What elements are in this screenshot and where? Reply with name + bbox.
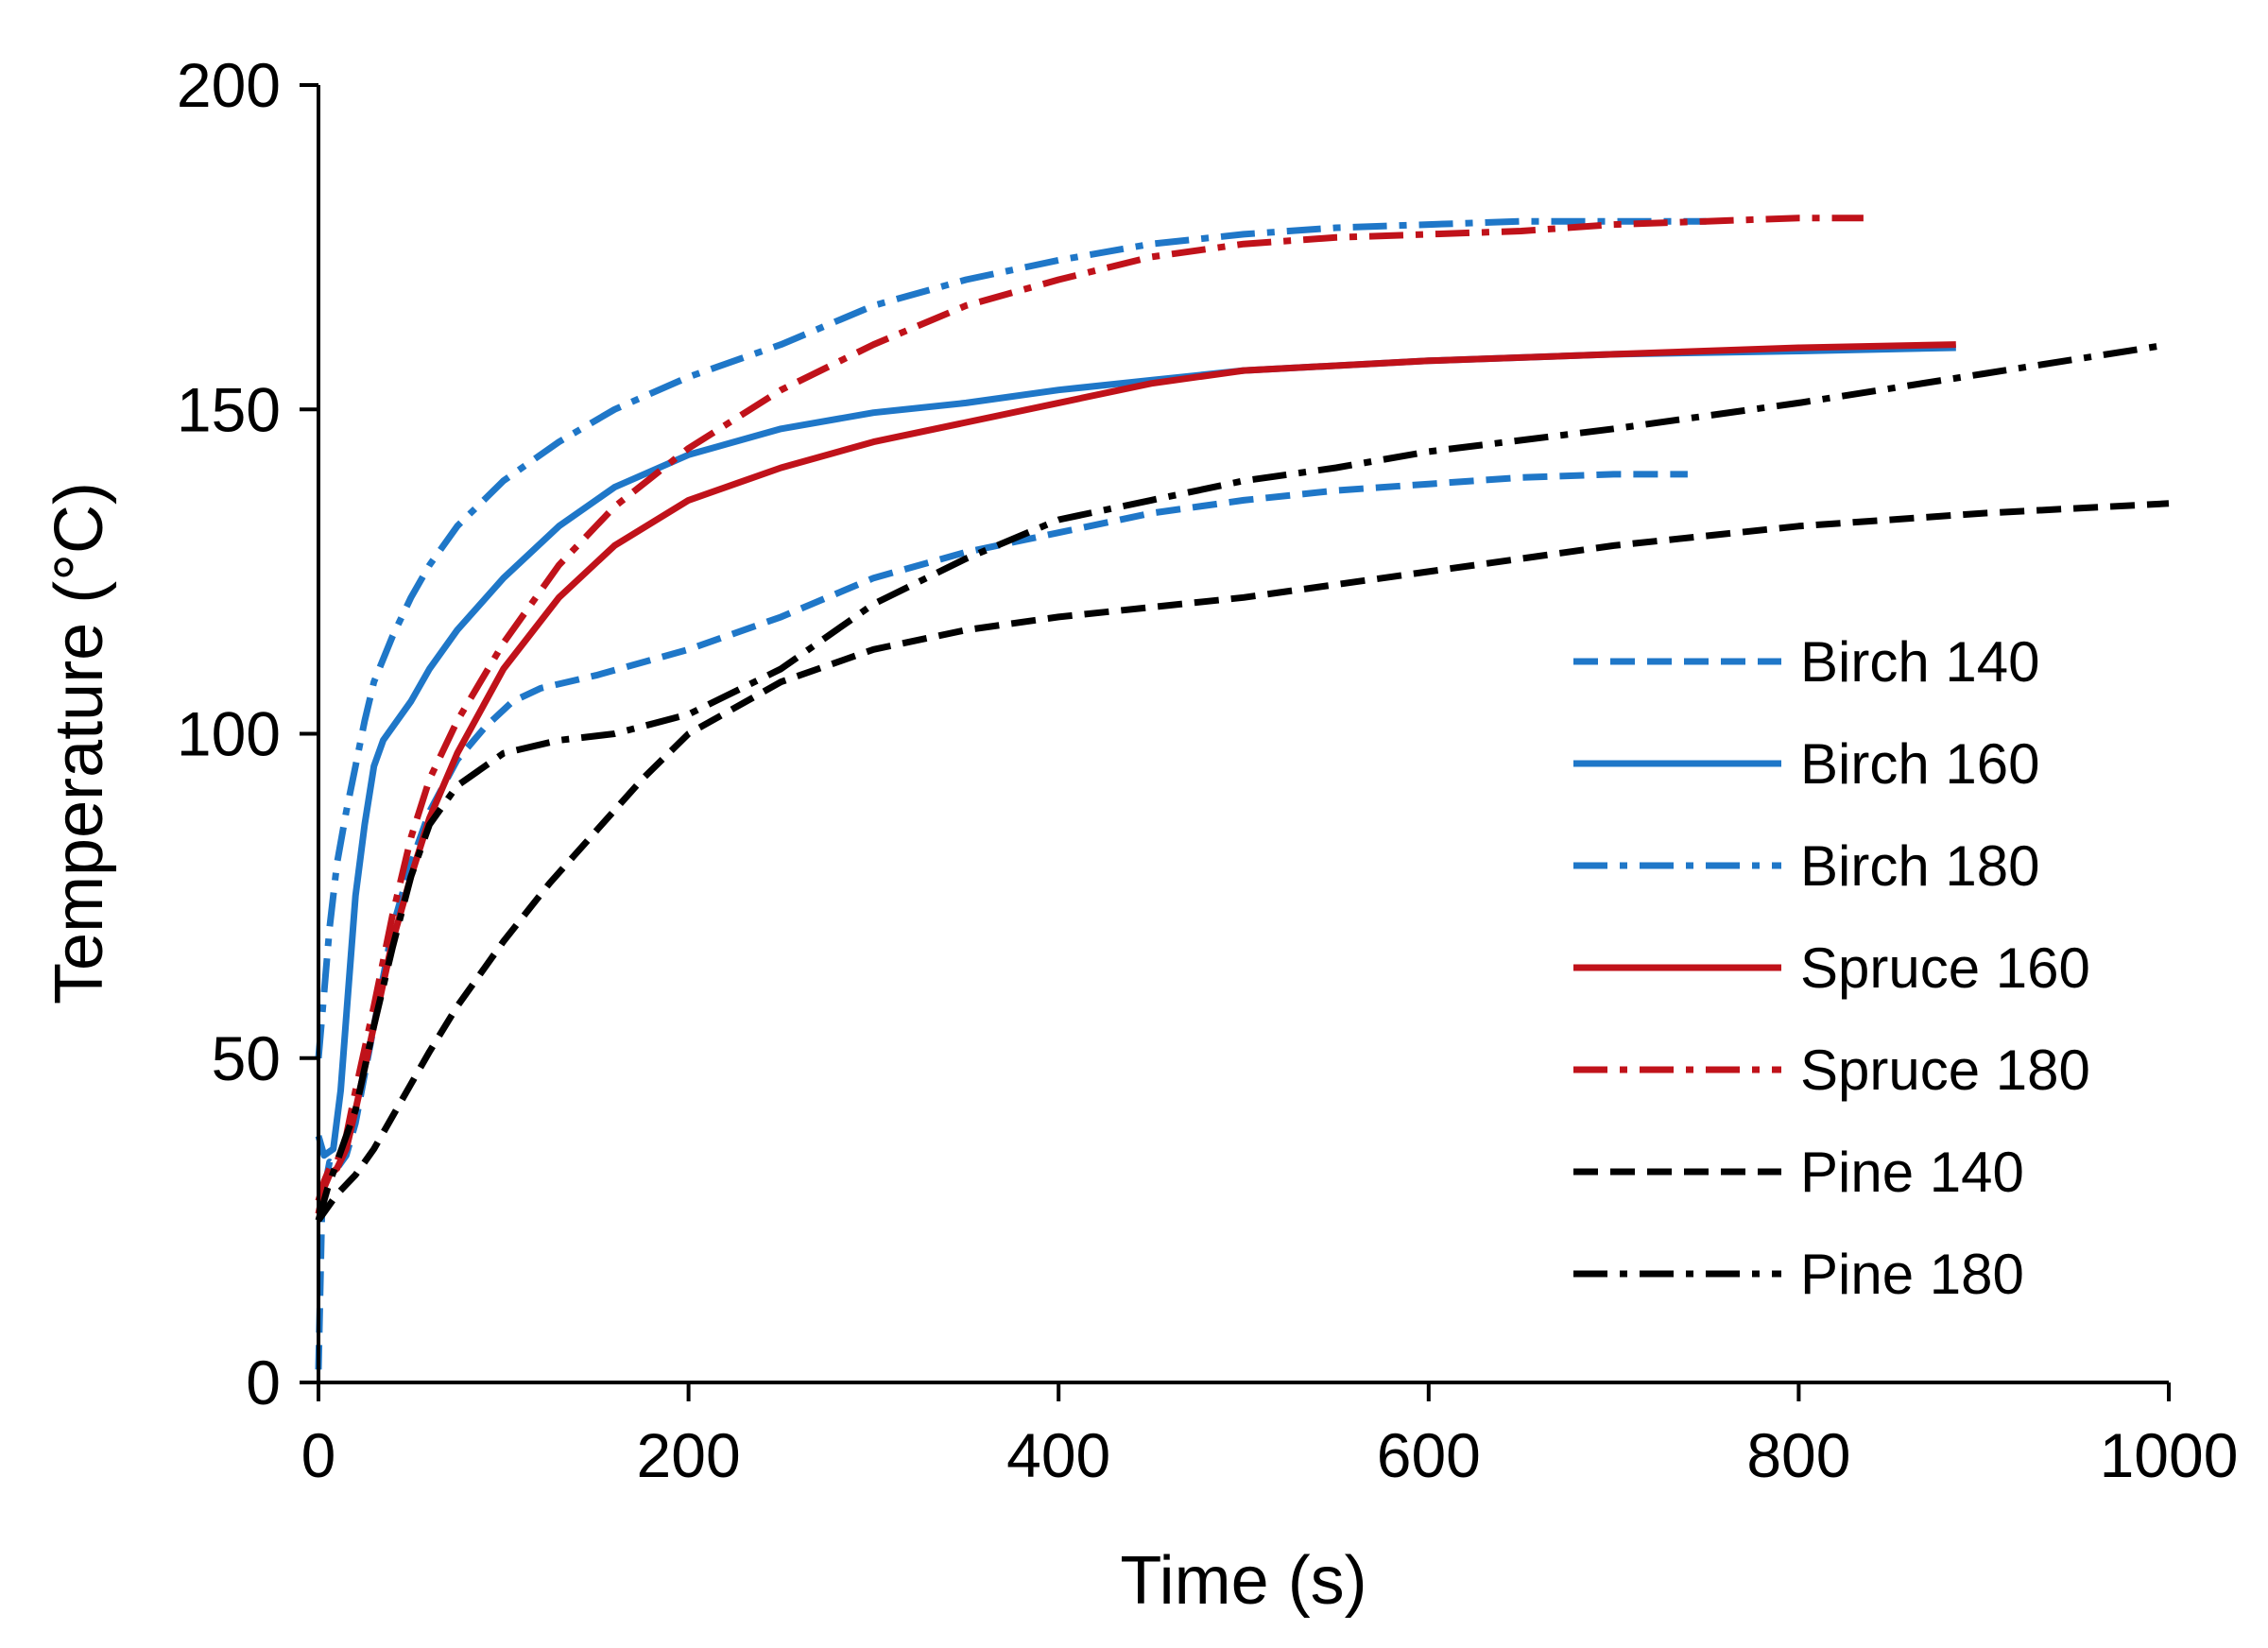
y-tick-label: 50: [212, 1023, 281, 1093]
y-tick-label: 150: [177, 374, 281, 444]
series-layer: [315, 215, 2170, 1370]
x-tick-label: 600: [1377, 1420, 1481, 1490]
x-tick-label: 0: [301, 1420, 336, 1490]
y-tick-label: 0: [246, 1348, 281, 1417]
legend-label: Birch 160: [1800, 732, 2039, 796]
legend-label: Birch 140: [1800, 630, 2039, 694]
x-tick-label: 1000: [2100, 1420, 2239, 1490]
y-tick-label: 100: [177, 699, 281, 769]
series-line-pine-140: [316, 500, 2170, 1223]
x-tick-label: 400: [1006, 1420, 1110, 1490]
legend-label: Spruce 180: [1800, 1039, 2090, 1102]
legend-label: Pine 180: [1800, 1243, 2024, 1306]
ticks-layer: 0 50 100 150 200 0 200 400 600 800 1000: [177, 50, 2239, 1490]
legend: Birch 140 Birch 160 Birch 180 Spruce 160 Spr…: [1573, 630, 2090, 1306]
series-line-birch-140: [315, 471, 1688, 1370]
y-axis-title: Temperature (°C): [42, 482, 117, 1004]
legend-label: Pine 140: [1800, 1141, 2024, 1204]
legend-label: Birch 180: [1800, 834, 2039, 898]
series-line-birch-160: [315, 344, 1956, 1159]
x-tick-label: 800: [1746, 1420, 1850, 1490]
series-line-pine-180: [315, 341, 2170, 1222]
series-line-spruce-180: [315, 215, 1864, 1202]
legend-label: Spruce 160: [1800, 936, 2090, 1000]
series-line-birch-180: [315, 217, 1707, 1059]
x-axis-title: Time (s): [1120, 1543, 1366, 1619]
y-tick-label: 200: [177, 50, 281, 120]
series-line-spruce-160: [315, 341, 1956, 1215]
x-tick-label: 200: [637, 1420, 741, 1490]
